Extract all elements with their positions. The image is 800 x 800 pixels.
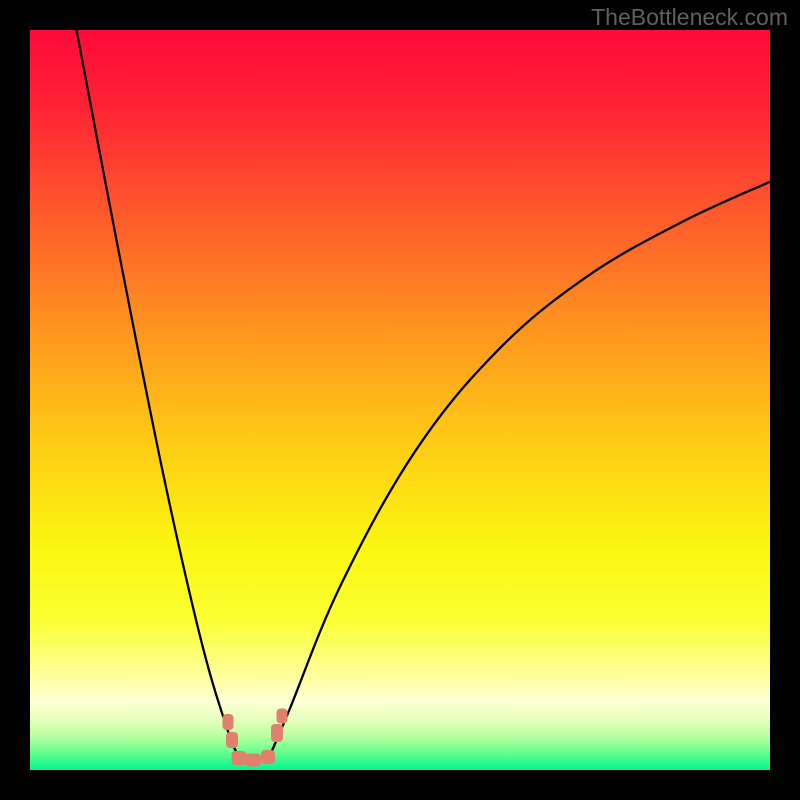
- valley-marker: [222, 714, 233, 730]
- plot-area: [30, 30, 770, 770]
- curve-layer: [30, 30, 770, 770]
- valley-marker: [261, 750, 275, 764]
- valley-marker: [245, 754, 261, 767]
- valley-marker: [226, 732, 238, 748]
- chart-frame: TheBottleneck.com: [0, 0, 800, 800]
- watermark-text: TheBottleneck.com: [591, 4, 788, 31]
- valley-marker: [271, 724, 283, 742]
- valley-marker: [276, 708, 287, 723]
- bottleneck-curve-branch: [74, 30, 241, 763]
- bottleneck-curve-branch: [267, 182, 770, 763]
